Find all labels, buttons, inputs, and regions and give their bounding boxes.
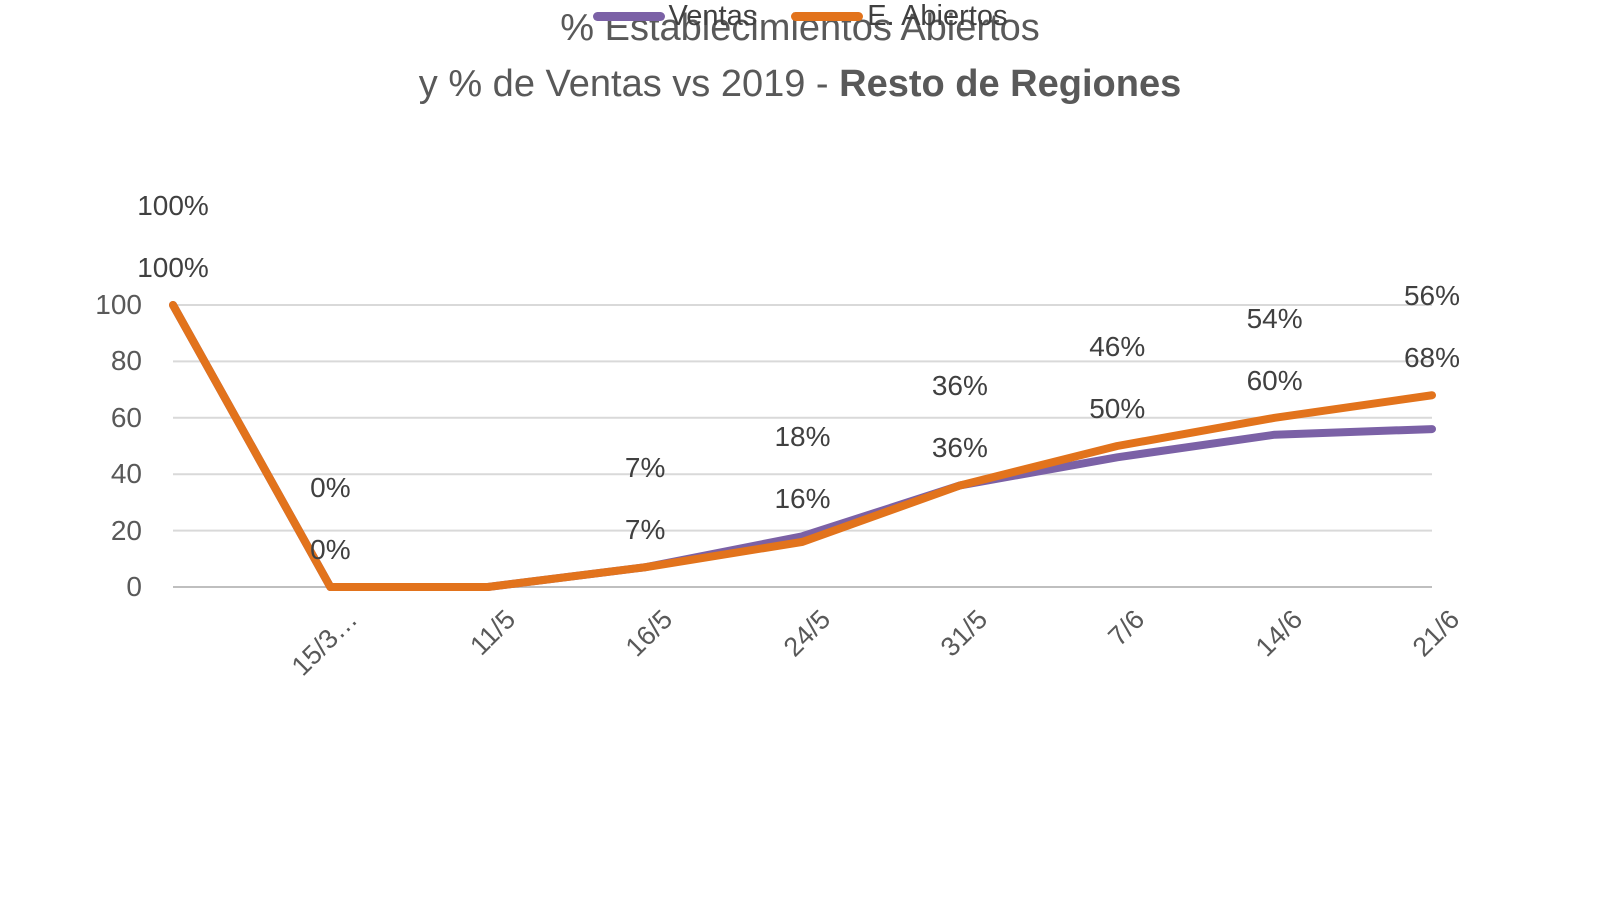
chart-title-line2-bold: Resto de Regiones — [839, 63, 1182, 105]
chart-title-line2: y % de Ventas vs 2019 - Resto de Regione… — [0, 56, 1600, 112]
e-abiertos-line-swatch-icon — [791, 12, 864, 21]
legend-label-ventas: Ventas — [668, 0, 758, 32]
legend-item-ventas: Ventas — [592, 0, 758, 33]
chart-legend: Ventas E. Abiertos — [0, 0, 1600, 33]
legend-item-e-abiertos: E. Abiertos — [791, 0, 1007, 33]
legend-label-e-abiertos: E. Abiertos — [867, 0, 1008, 32]
chart-title-line2-normal: y % de Ventas vs 2019 - — [418, 63, 840, 105]
ventas-line-swatch-icon — [592, 12, 665, 21]
chart-title: % Establecimientos Abiertos y % de Venta… — [0, 0, 1600, 112]
e-abiertos-line — [169, 301, 1436, 591]
